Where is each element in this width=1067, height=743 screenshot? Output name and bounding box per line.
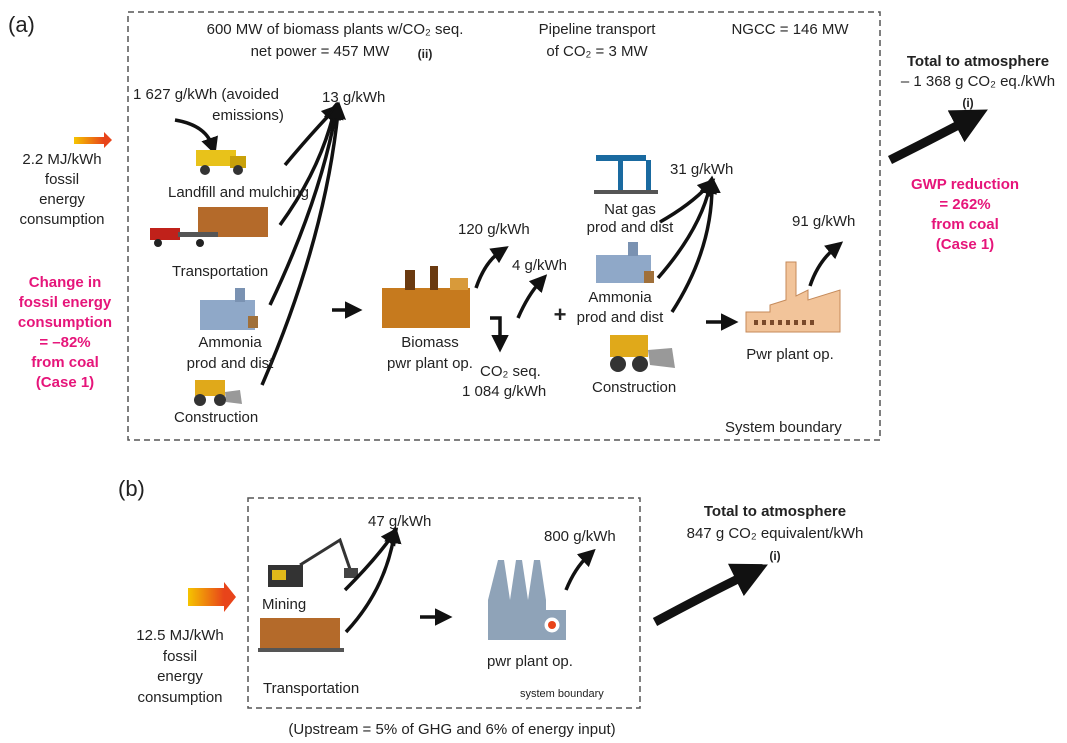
item-label: prod and dist [577, 309, 665, 326]
emission: 31 g/kWh [670, 161, 733, 178]
item-label: Construction [174, 409, 258, 426]
factory-icon [596, 242, 654, 283]
item-label: Landfill and mulching [168, 184, 309, 201]
total-value: 847 g CO₂ equivalent/kWh [687, 525, 864, 542]
emission: 91 g/kWh [792, 213, 855, 230]
note: (ii) [418, 47, 433, 61]
note: (i) [769, 549, 780, 563]
gwp: = 262% [939, 196, 990, 213]
energy-change: Change in [29, 274, 102, 291]
power-plant-icon [488, 560, 566, 640]
panel-label: (a) [8, 12, 35, 37]
input: energy [39, 191, 85, 208]
plus: + [554, 302, 567, 327]
dragline-icon [268, 540, 358, 587]
total-title: Total to atmosphere [704, 503, 846, 520]
dump-truck-icon [196, 150, 246, 175]
arrow [476, 252, 500, 288]
train-icon [258, 618, 344, 652]
emission: 800 g/kWh [544, 528, 616, 545]
emission: 47 g/kWh [368, 513, 431, 530]
item-label: Ammonia [588, 289, 652, 306]
arrow [175, 120, 212, 145]
input: fossil [163, 648, 197, 665]
energy-change: (Case 1) [36, 374, 94, 391]
emission: 120 g/kWh [458, 221, 530, 238]
item-label: Ammonia [198, 334, 262, 351]
header: of CO₂ = 3 MW [546, 43, 648, 60]
arrow [810, 248, 835, 286]
co2-seq: CO₂ seq. [480, 363, 541, 380]
arrow [490, 318, 500, 342]
biomass-plant-icon [382, 266, 470, 328]
input: consumption [137, 689, 222, 706]
item-label: prod and dist [187, 355, 275, 372]
input: fossil [45, 171, 79, 188]
gwp: GWP reduction [911, 176, 1019, 193]
energy-change: fossil energy [19, 294, 112, 311]
header: net power = 457 MW [251, 43, 391, 60]
pump-jack-icon [594, 155, 658, 194]
boundary-label: System boundary [725, 419, 842, 436]
input: 12.5 MJ/kWh [136, 627, 224, 644]
item-label: Transportation [172, 263, 268, 280]
emission: 13 g/kWh [322, 89, 385, 106]
gwp: from coal [931, 216, 999, 233]
item-label: Nat gas [604, 201, 656, 218]
item-label: Transportation [263, 680, 359, 697]
truck-train-icon [150, 207, 268, 247]
emission: 4 g/kWh [512, 257, 567, 274]
boundary-label: system boundary [520, 688, 604, 700]
arrow [280, 112, 334, 225]
power-plant-icon [746, 262, 840, 332]
item-label: Biomass [401, 334, 459, 351]
avoided: emissions) [212, 107, 284, 124]
loader-icon [194, 380, 242, 406]
gwp: (Case 1) [936, 236, 994, 253]
item-label: pwr plant op. [487, 653, 573, 670]
energy-change: consumption [18, 314, 112, 331]
avoided: 1 627 g/kWh (avoided [133, 86, 279, 103]
energy-arrow [74, 137, 104, 144]
total-title: Total to atmosphere [907, 53, 1049, 70]
big-arrow [655, 574, 748, 622]
energy-arrow [188, 588, 224, 606]
arrow [345, 536, 392, 590]
note: (i) [962, 96, 973, 110]
input: consumption [19, 211, 104, 228]
item-label: Construction [592, 379, 676, 396]
header: Pipeline transport [539, 21, 657, 38]
input: energy [157, 668, 203, 685]
factory-icon [200, 288, 258, 330]
diagram: (a) 600 MW of biomass plants w/CO₂ seq. … [0, 0, 1067, 743]
item-label: Mining [262, 596, 306, 613]
big-arrow [890, 120, 968, 160]
item-label: pwr plant op. [387, 355, 473, 372]
page: (a) 600 MW of biomass plants w/CO₂ seq. … [0, 0, 1067, 743]
panel-label: (b) [118, 476, 145, 501]
arrow [518, 282, 540, 318]
item-label: prod and dist [587, 219, 675, 236]
header: 600 MW of biomass plants w/CO₂ seq. [207, 21, 464, 38]
input: 2.2 MJ/kWh [22, 151, 101, 168]
co2-seq: 1 084 g/kWh [462, 383, 546, 400]
energy-change: from coal [31, 354, 99, 371]
energy-arrowhead [104, 132, 112, 148]
item-label: Pwr plant op. [746, 346, 834, 363]
header: NGCC = 146 MW [731, 21, 849, 38]
arrow [566, 556, 588, 590]
energy-arrowhead [224, 582, 236, 612]
energy-change: = –82% [39, 334, 90, 351]
footnote: (Upstream = 5% of GHG and 6% of energy i… [288, 721, 615, 738]
loader-icon [610, 335, 675, 372]
total-value: – 1 368 g CO₂ eq./kWh [901, 73, 1055, 90]
